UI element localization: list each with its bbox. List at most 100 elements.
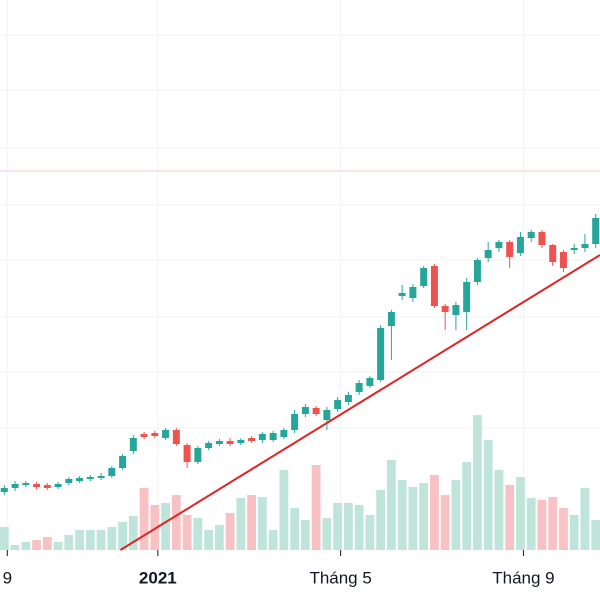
volume-bar bbox=[107, 527, 117, 550]
volume-bar bbox=[21, 542, 31, 550]
volume-bar bbox=[257, 497, 267, 550]
candle-body bbox=[183, 445, 191, 462]
volume-bar bbox=[128, 516, 138, 550]
volume-bar bbox=[365, 515, 375, 550]
volume-bar bbox=[53, 542, 63, 550]
volume-bar bbox=[548, 497, 558, 550]
candle-body bbox=[420, 268, 428, 286]
candle-body bbox=[366, 378, 374, 386]
volume-bar bbox=[526, 498, 536, 550]
candle-body bbox=[108, 468, 116, 476]
volume-bar bbox=[268, 530, 278, 550]
volume-bar bbox=[430, 475, 439, 550]
candle-body bbox=[355, 383, 363, 392]
candle-body bbox=[54, 484, 62, 487]
candle-body bbox=[377, 328, 385, 380]
candle-body bbox=[559, 252, 567, 268]
volume-bar bbox=[300, 520, 310, 550]
candle-body bbox=[248, 438, 256, 441]
volume-bar bbox=[354, 505, 364, 550]
candle-body bbox=[33, 484, 41, 487]
candle-body bbox=[387, 312, 395, 326]
candle-body bbox=[65, 479, 73, 483]
volume-bar bbox=[32, 540, 41, 550]
candle-body bbox=[323, 410, 331, 420]
volume-bar bbox=[75, 530, 84, 550]
candle-body bbox=[172, 430, 180, 444]
candle-body bbox=[86, 477, 94, 479]
volume-bar bbox=[225, 513, 235, 550]
volume-bar bbox=[42, 537, 52, 550]
volume-bar bbox=[279, 470, 289, 550]
candle-body bbox=[473, 260, 481, 282]
volume-bar bbox=[0, 527, 9, 550]
volume-bar bbox=[333, 503, 343, 550]
volume-bar bbox=[118, 522, 127, 550]
volume-bar bbox=[397, 480, 407, 550]
volume-bar bbox=[182, 515, 192, 550]
volume-bar bbox=[96, 530, 106, 550]
candle-body bbox=[97, 476, 105, 478]
candle-body bbox=[430, 266, 438, 306]
candle-body bbox=[194, 448, 202, 462]
volume-bar bbox=[236, 498, 246, 550]
candle-body bbox=[452, 305, 460, 315]
volume-bar bbox=[64, 535, 74, 550]
candle-body bbox=[441, 306, 449, 312]
volume-bar bbox=[580, 488, 590, 550]
trend-line bbox=[119, 254, 600, 551]
volume-bar bbox=[150, 505, 160, 550]
volume-bar bbox=[483, 440, 493, 550]
candle-body bbox=[140, 434, 148, 437]
volume-bar bbox=[376, 490, 386, 550]
candle-body bbox=[549, 245, 557, 262]
candle-body bbox=[291, 414, 299, 430]
volume-bar bbox=[343, 503, 353, 550]
candle-body bbox=[205, 443, 213, 448]
candle-body bbox=[226, 441, 234, 444]
candle-body bbox=[409, 287, 417, 298]
candle-body bbox=[495, 242, 503, 248]
candle-body bbox=[162, 430, 170, 438]
volume-bar bbox=[10, 545, 20, 550]
volume-bar bbox=[440, 495, 450, 550]
volume-bar bbox=[214, 525, 224, 550]
candle-body bbox=[463, 282, 471, 312]
volume-bar bbox=[462, 462, 472, 550]
volume-bar bbox=[569, 515, 579, 550]
volume-bar bbox=[85, 530, 95, 550]
volume-bar bbox=[193, 518, 203, 550]
candle-body bbox=[538, 232, 546, 245]
candle-body bbox=[506, 242, 514, 257]
volume-bar bbox=[419, 483, 429, 550]
volume-bar bbox=[473, 415, 482, 550]
candle-body bbox=[76, 478, 84, 481]
candle-body bbox=[484, 250, 492, 258]
candle-body bbox=[11, 484, 19, 488]
x-tick-label: Tháng 5 bbox=[309, 568, 371, 587]
volume-bar bbox=[408, 487, 418, 550]
volume-bar bbox=[290, 508, 300, 550]
candle-body bbox=[312, 408, 320, 414]
candle-body bbox=[237, 440, 245, 443]
volume-bar bbox=[505, 485, 515, 550]
volume-bar bbox=[451, 480, 461, 550]
candle-body bbox=[258, 434, 266, 440]
candle-body bbox=[516, 237, 524, 253]
x-tick-label: 9 bbox=[3, 568, 12, 587]
candle-body bbox=[581, 244, 589, 248]
candle-body bbox=[119, 456, 127, 468]
candle-body bbox=[215, 441, 223, 444]
x-tick-label: 2021 bbox=[139, 568, 177, 587]
candle-body bbox=[43, 485, 51, 488]
candle-body bbox=[129, 438, 137, 451]
volume-bar bbox=[591, 520, 600, 550]
volume-bar bbox=[494, 470, 504, 550]
candle-body bbox=[0, 488, 8, 492]
candle-body bbox=[334, 400, 342, 409]
volume-bar bbox=[386, 460, 396, 550]
volume-bar bbox=[537, 500, 547, 550]
candle-body bbox=[151, 433, 159, 436]
x-tick-label: Tháng 9 bbox=[492, 568, 554, 587]
volume-bar bbox=[139, 488, 149, 550]
